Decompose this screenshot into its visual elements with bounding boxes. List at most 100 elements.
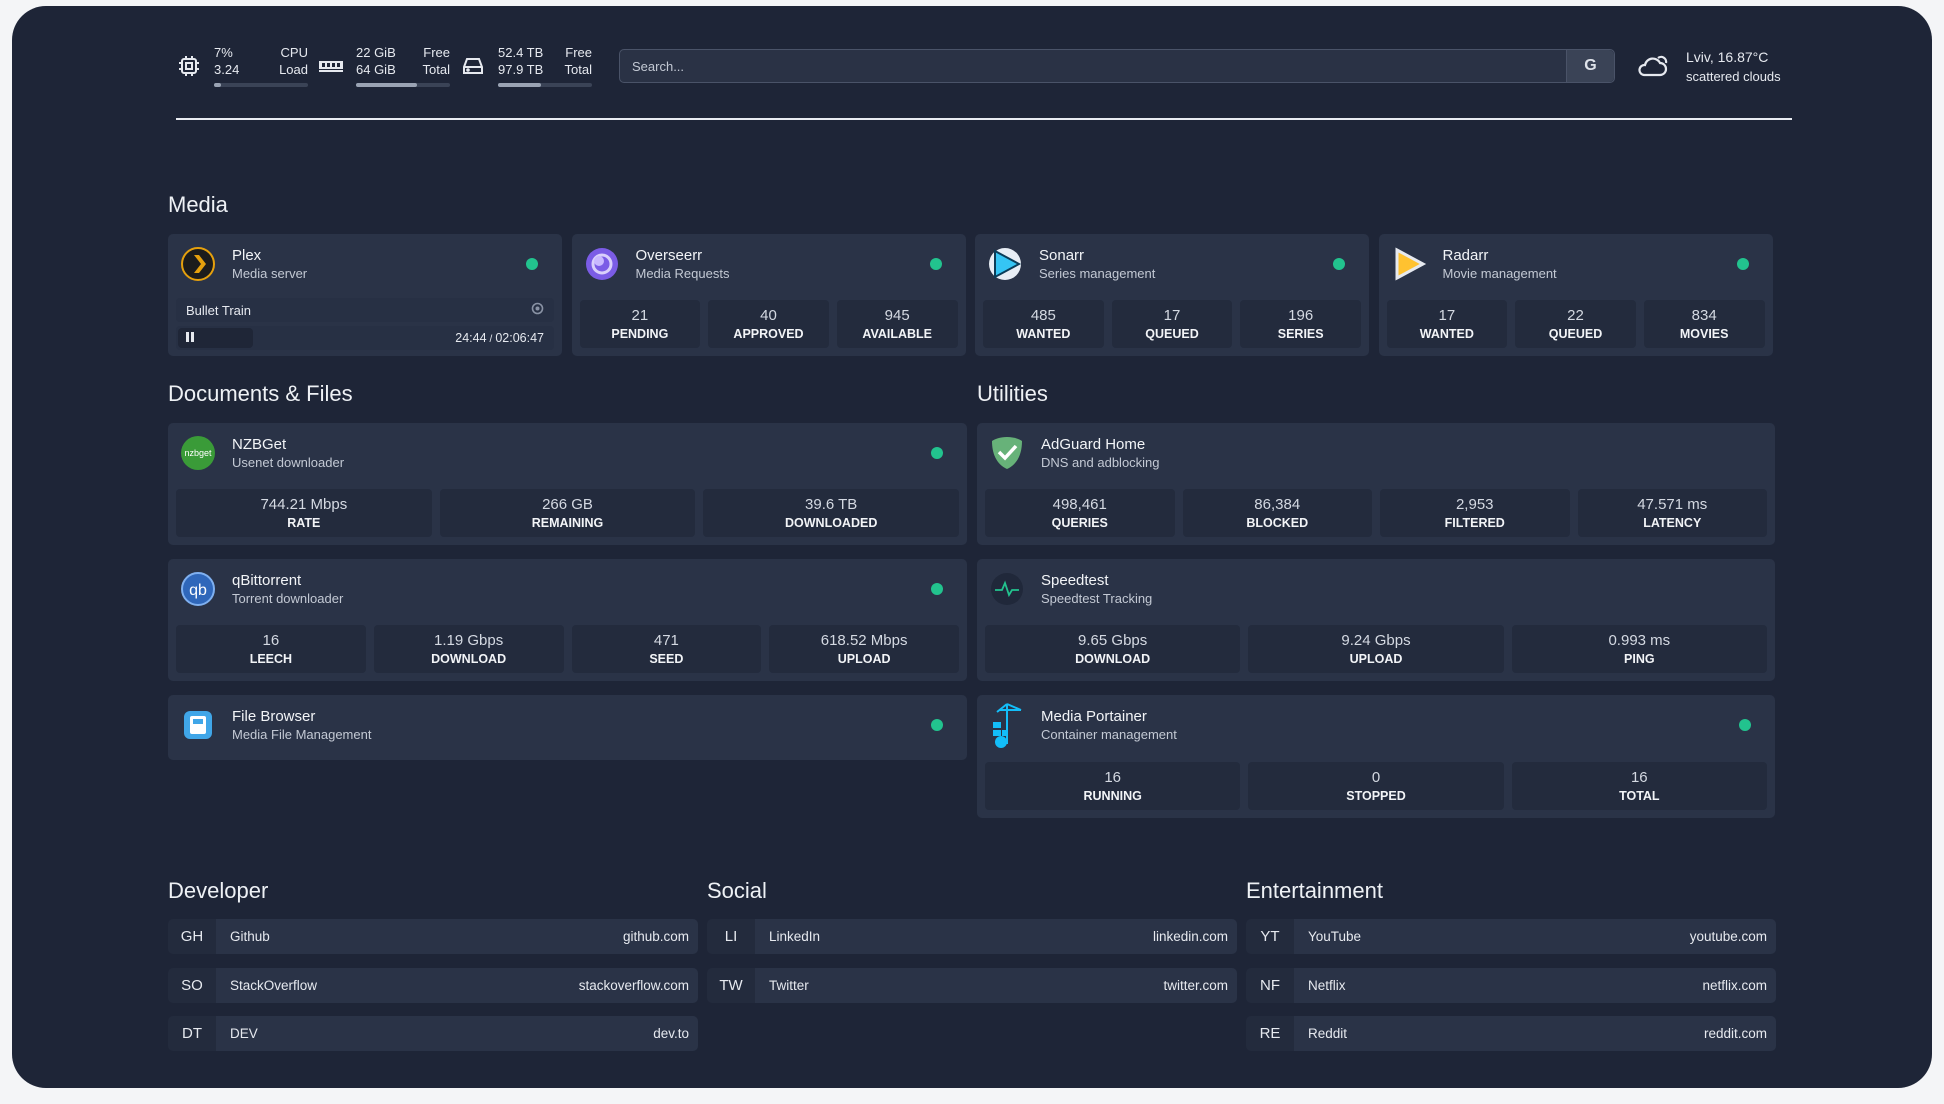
stat-label: DOWNLOAD <box>1075 652 1151 666</box>
service-card-file-browser[interactable]: File Browser Media File Management <box>168 695 967 760</box>
card-header: Speedtest Speedtest Tracking <box>989 571 1763 607</box>
stat-value: 618.52 Mbps <box>820 632 908 649</box>
stat-value: 744.21 Mbps <box>260 496 348 513</box>
card-title-group: Overseerr Media Requests <box>636 246 730 282</box>
stats-row: 498,461 QUERIES 86,384 BLOCKED 2,953 FILTERED… <box>985 489 1767 537</box>
section-title-documents: Documents & Files <box>168 381 353 406</box>
stat-label: SERIES <box>1277 327 1324 341</box>
stats-row: 744.21 Mbps RATE 266 GB REMAINING 39.6 TB DOW… <box>176 489 960 537</box>
bookmark-dev[interactable]: DT DEV dev.to <box>168 1016 698 1051</box>
stat-block-stopped: 0 STOPPED <box>1248 762 1504 810</box>
stat-value: 485 <box>1030 307 1056 324</box>
service-card-radarr[interactable]: Radarr Movie management 17 WANTED 22 QUEUED 83… <box>1378 234 1773 356</box>
bookmark-group-title: Developer <box>168 878 269 903</box>
weather-condition: scattered clouds <box>1686 69 1781 84</box>
stat-block-running: 16 RUNNING <box>985 762 1241 810</box>
service-card-adguard-home[interactable]: AdGuard Home DNS and adblocking 498,461 QUE… <box>977 423 1775 545</box>
bookmark-youtube[interactable]: YT YouTube youtube.com <box>1246 919 1776 954</box>
filebrowser-icon <box>180 707 216 743</box>
bookmark-abbr: DT <box>168 1016 216 1051</box>
bookmark-reddit[interactable]: RE Reddit reddit.com <box>1246 1016 1776 1051</box>
playback-bar: 24:44/02:06:47 <box>176 326 554 350</box>
service-name: AdGuard Home <box>1041 436 1146 453</box>
service-card-overseerr[interactable]: Overseerr Media Requests 21 PENDING 40 APPROV… <box>571 234 966 356</box>
service-description: Media Requests <box>635 266 730 281</box>
bookmark-link[interactable]: DEV dev.to <box>216 1016 698 1051</box>
stat-block-available: 945 AVAILABLE <box>836 300 958 348</box>
bookmark-link[interactable]: Github github.com <box>216 919 698 954</box>
stat-value: 16 <box>1104 769 1121 786</box>
service-card-sonarr[interactable]: Sonarr Series management 485 WANTED 17 QUEUED… <box>975 234 1369 356</box>
card-header: qb qBittorrent Torrent downloader <box>180 571 955 607</box>
playback-progress[interactable] <box>178 328 253 348</box>
search-box: G <box>619 49 1615 83</box>
total-label: Total <box>422 62 450 77</box>
pause-icon[interactable] <box>186 331 194 345</box>
header-divider <box>176 118 1792 120</box>
service-card-plex[interactable]: Plex Media server Bullet Train 24:44/02:06:… <box>168 234 562 356</box>
service-name: Speedtest <box>1041 572 1109 589</box>
bookmark-link[interactable]: StackOverflow stackoverflow.com <box>216 967 698 1003</box>
stat-block-leech: 16 LEECH <box>176 625 366 673</box>
stats-row: 485 WANTED 17 QUEUED 196 SERIES <box>983 300 1362 348</box>
stat-value: 39.6 TB <box>805 496 858 513</box>
bookmark-abbr: TW <box>707 967 755 1003</box>
card-header: AdGuard Home DNS and adblocking <box>989 435 1763 471</box>
bookmark-link[interactable]: Twitter twitter.com <box>755 967 1237 1003</box>
status-indicator <box>526 258 538 270</box>
cpu-usage-bar <box>214 83 308 87</box>
stat-value: 9.65 Gbps <box>1078 632 1148 649</box>
stat-value: 0 <box>1371 769 1381 786</box>
card-header: File Browser Media File Management <box>180 707 955 743</box>
bookmark-url: github.com <box>622 929 689 944</box>
google-search-button[interactable]: G <box>1566 50 1614 82</box>
stat-block-wanted: 17 WANTED <box>1386 300 1508 348</box>
bookmark-github[interactable]: GH Github github.com <box>168 919 698 954</box>
card-title-group: qBittorrent Torrent downloader <box>232 571 343 607</box>
svg-text:qb: qb <box>189 582 207 599</box>
bookmark-twitter[interactable]: TW Twitter twitter.com <box>707 967 1237 1003</box>
bookmark-linkedin[interactable]: LI LinkedIn linkedin.com <box>707 919 1237 954</box>
service-card-nzbget[interactable]: nzbget NZBGet Usenet downloader 744.21 Mbps… <box>168 423 967 545</box>
service-description: Movie management <box>1442 266 1557 281</box>
stats-row: 17 WANTED 22 QUEUED 834 MOVIES <box>1386 300 1765 348</box>
service-card-media-portainer[interactable]: Media Portainer Container management 16 RUN… <box>977 695 1775 818</box>
service-card-qbittorrent[interactable]: qb qBittorrent Torrent downloader 16 LEECH 1.… <box>168 559 967 681</box>
stat-value: 16 <box>1630 769 1648 786</box>
playback-duration: 02:06:47 <box>495 331 544 345</box>
service-name: Radarr <box>1442 247 1489 264</box>
bookmark-link[interactable]: YouTube youtube.com <box>1294 919 1776 954</box>
stat-value: 498,461 <box>1052 496 1107 513</box>
service-description: Usenet downloader <box>232 455 345 470</box>
service-name: Media Portainer <box>1041 708 1147 725</box>
service-card-speedtest[interactable]: Speedtest Speedtest Tracking 9.65 Gbps DOWN… <box>977 559 1775 681</box>
stat-label: RUNNING <box>1083 789 1142 803</box>
cpu-load: 3.24 <box>214 62 240 77</box>
cpu-usage: 7% <box>214 45 233 60</box>
service-name: Overseerr <box>635 247 703 264</box>
bookmark-name: LinkedIn <box>769 929 821 944</box>
stat-value: 22 <box>1567 307 1584 324</box>
stat-value: 17 <box>1163 307 1181 324</box>
disk-icon <box>460 53 486 79</box>
stat-block-remaining: 266 GB REMAINING <box>439 489 696 537</box>
bookmark-stackoverflow[interactable]: SO StackOverflow stackoverflow.com <box>168 967 698 1003</box>
bookmark-link[interactable]: Reddit reddit.com <box>1294 1016 1776 1051</box>
stat-label: RATE <box>287 516 321 530</box>
bookmark-netflix[interactable]: NF Netflix netflix.com <box>1246 967 1776 1003</box>
stat-label: WANTED <box>1016 327 1071 341</box>
load-label: Load <box>279 62 308 77</box>
service-name: Plex <box>232 247 262 264</box>
bookmark-url: linkedin.com <box>1152 929 1228 944</box>
service-description: Torrent downloader <box>232 591 344 606</box>
stats-row: 16 RUNNING 0 STOPPED 16 TOTAL <box>985 762 1767 810</box>
status-indicator <box>1736 258 1749 270</box>
bookmark-link[interactable]: LinkedIn linkedin.com <box>755 919 1237 954</box>
stat-value: 47.571 ms <box>1637 496 1708 513</box>
bookmark-abbr: SO <box>168 967 216 1003</box>
settings-icon[interactable] <box>531 302 544 318</box>
search-input[interactable] <box>620 50 1566 82</box>
bookmark-link[interactable]: Netflix netflix.com <box>1294 967 1776 1003</box>
status-indicator <box>931 583 943 595</box>
service-description: DNS and adblocking <box>1041 455 1160 470</box>
